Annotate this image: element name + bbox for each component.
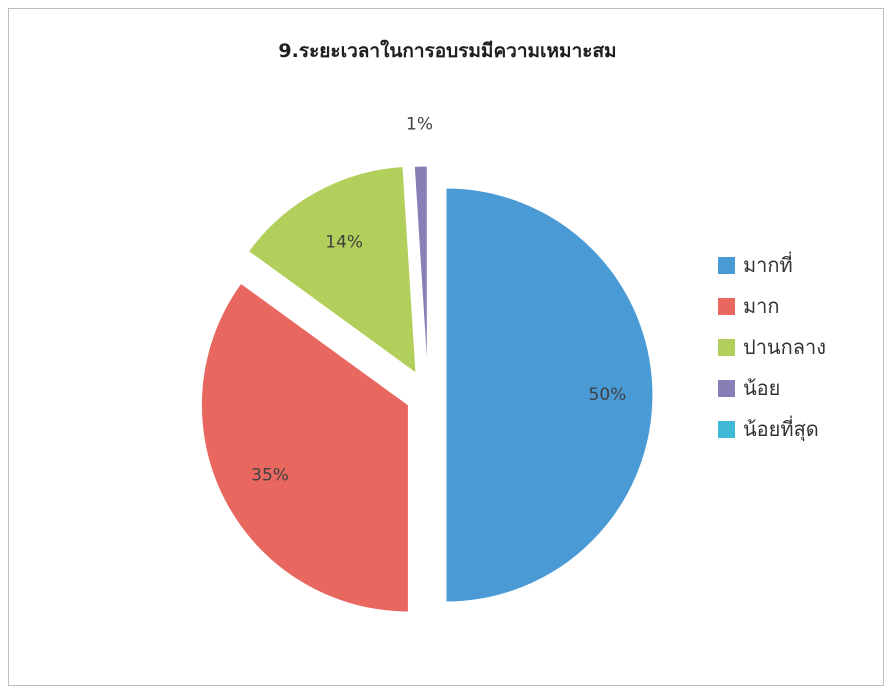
legend-item-3: ปานกลาง <box>718 332 826 362</box>
pie-slices <box>200 165 654 613</box>
legend-label: ปานกลาง <box>743 335 826 359</box>
data-label-1: 50% <box>589 385 627 405</box>
legend-swatch <box>718 256 735 274</box>
data-label-3: 14% <box>325 232 363 252</box>
legend-item-4: น้อย <box>718 373 826 403</box>
legend-item-2: มาก <box>718 291 826 321</box>
pie-slice-3 <box>247 165 417 375</box>
chart-legend: มากที่มากปานกลางน้อยน้อยที่สุด <box>718 250 826 455</box>
legend-item-1: มากที่ <box>718 250 826 280</box>
chart-title: 9.ระยะเวลาในการอบรมมีความเหมาะสม <box>278 40 617 62</box>
legend-label: น้อย <box>743 376 781 400</box>
legend-label: มากที่ <box>743 253 793 277</box>
legend-swatch <box>718 379 735 397</box>
pie-slice-2 <box>200 282 409 613</box>
data-label-4: 1% <box>406 115 433 135</box>
legend-swatch <box>718 420 735 438</box>
legend-swatch <box>718 297 735 315</box>
legend-label: น้อยที่สุด <box>743 417 819 441</box>
pie-slice-1 <box>445 187 654 603</box>
legend-swatch <box>718 338 735 356</box>
pie-slice-4 <box>413 165 428 374</box>
pie-data-labels: 50% 35% 14% 1% <box>251 115 626 486</box>
legend-item-5: น้อยที่สุด <box>718 414 826 444</box>
data-label-2: 35% <box>251 465 289 485</box>
legend-label: มาก <box>743 294 780 318</box>
